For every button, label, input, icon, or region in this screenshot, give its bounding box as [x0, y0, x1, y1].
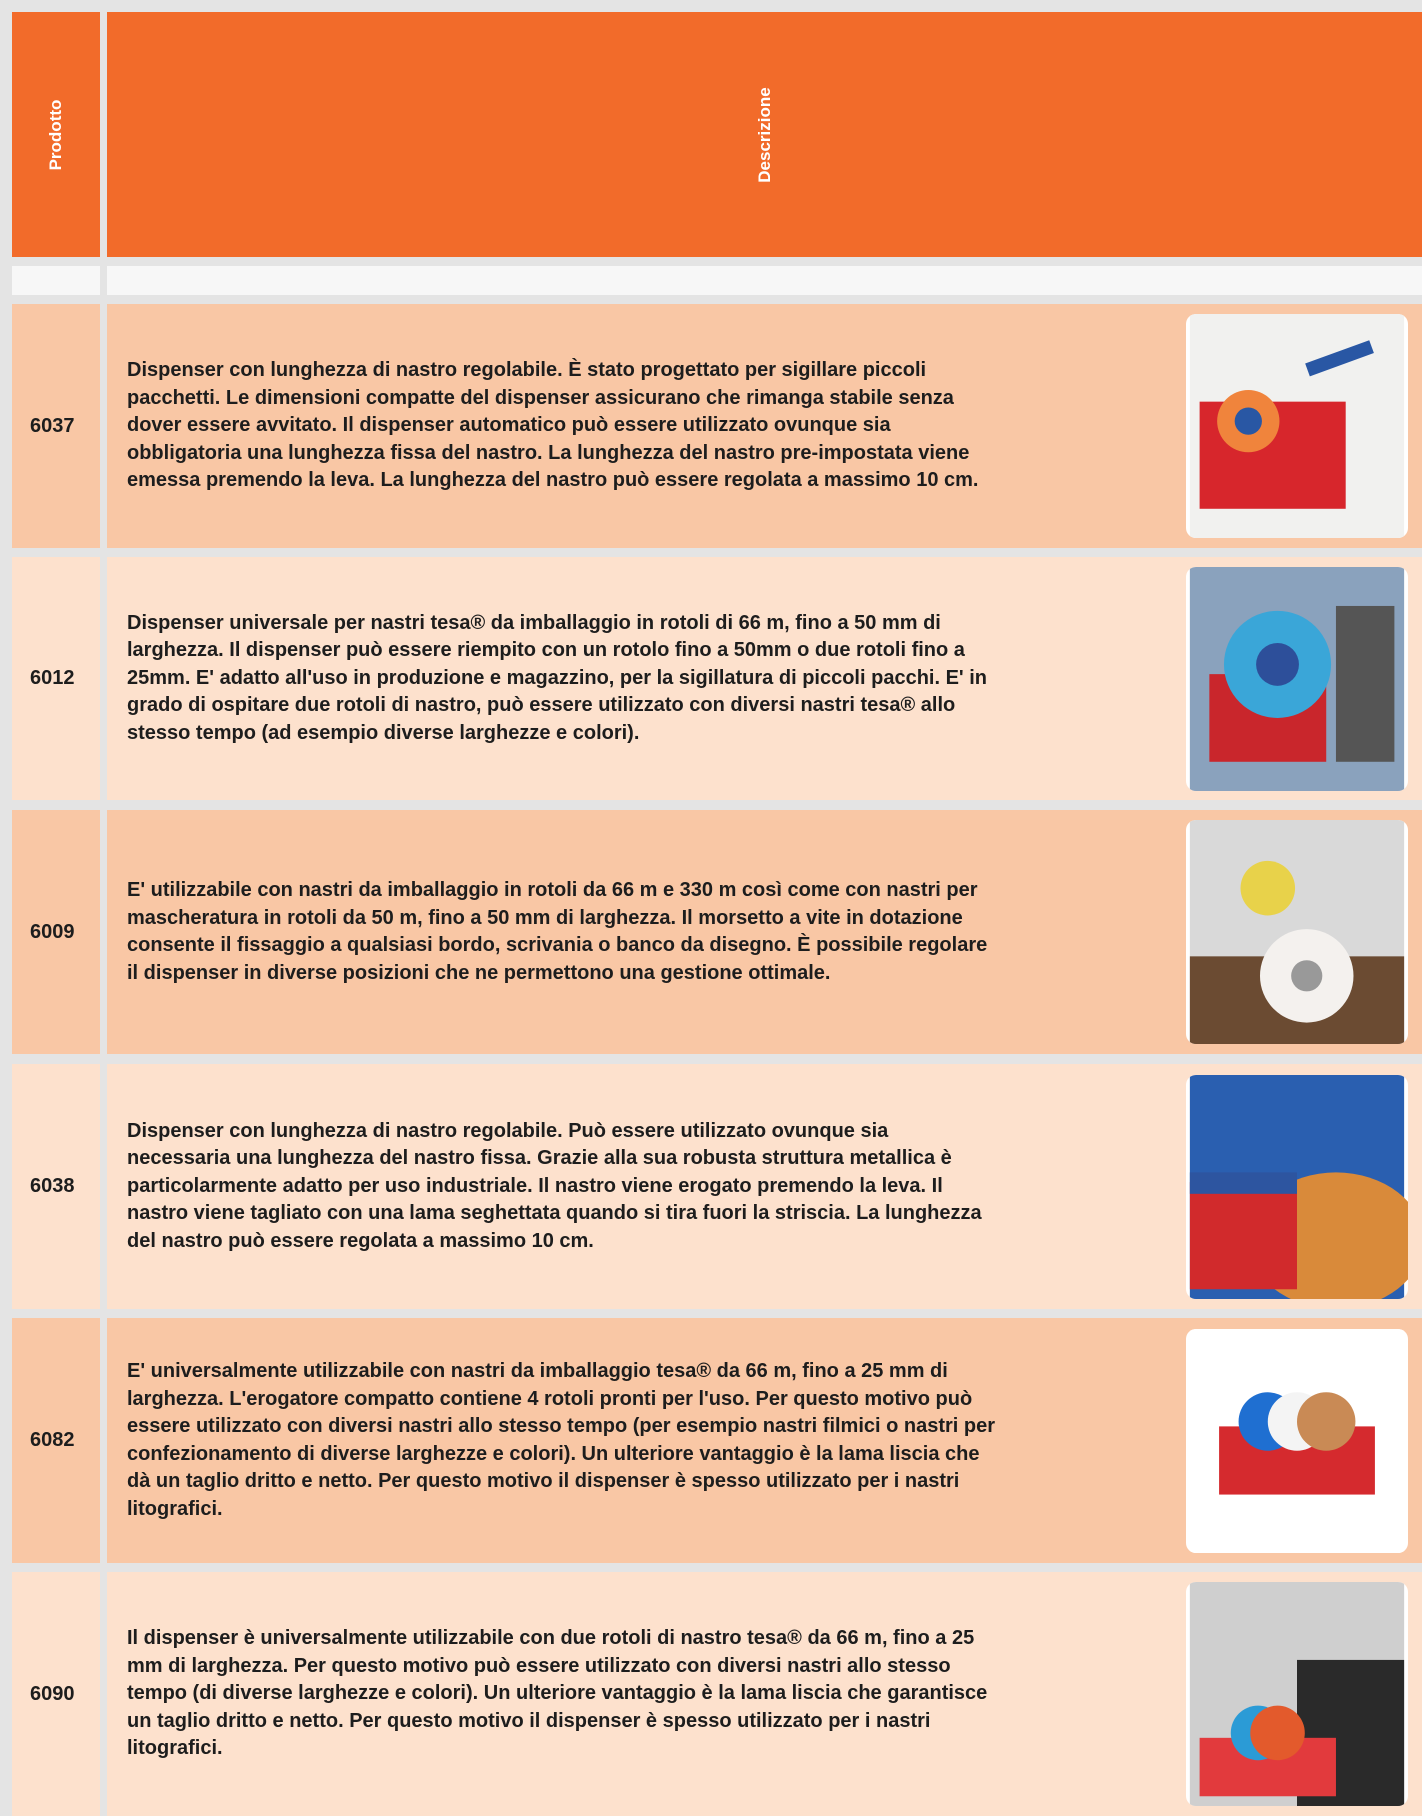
description-text: E' utilizzabile con nastri da imballaggi… — [127, 879, 988, 984]
code-cell: 6037 — [12, 304, 100, 548]
description-text: Dispenser con lunghezza di nastro regola… — [127, 1119, 982, 1252]
product-code: 6082 — [30, 1429, 75, 1451]
description-cell: Dispenser universale per nastri tesa® da… — [107, 557, 1422, 800]
product-photo — [1186, 566, 1408, 791]
code-cell: 6009 — [12, 810, 100, 1054]
code-cell: 6012 — [12, 557, 100, 800]
product-code: 6037 — [30, 414, 75, 437]
header-label: Descrizione — [754, 86, 774, 183]
code-cell: 6090 — [12, 1572, 100, 1816]
photo-illustration — [1189, 1074, 1408, 1299]
spacer-cell — [12, 266, 100, 295]
header-label: Prodotto — [46, 99, 65, 170]
product-code: 6038 — [30, 1175, 75, 1197]
photo-illustration — [1189, 566, 1405, 791]
description-cell: Dispenser con lunghezza di nastro regola… — [107, 1064, 1422, 1309]
header-cell: Descrizione — [107, 12, 1422, 257]
description-text: Dispenser con lunghezza di nastro regola… — [127, 359, 979, 492]
code-cell: 6038 — [12, 1064, 100, 1309]
header-cell: Prodotto — [12, 12, 100, 257]
code-cell: 6082 — [12, 1318, 100, 1563]
description-cell: Il dispenser è universalmente utilizzabi… — [107, 1572, 1422, 1816]
description-text: E' universalmente utilizzabile con nastr… — [127, 1360, 996, 1520]
product-code: 6012 — [30, 667, 75, 689]
photo-illustration — [1189, 314, 1405, 538]
product-code: 6009 — [30, 920, 75, 943]
product-code: 6090 — [30, 1682, 75, 1705]
photo-illustration — [1189, 1328, 1405, 1553]
description-cell: Dispenser con lunghezza di nastro regola… — [107, 304, 1422, 548]
description-text: Dispenser universale per nastri tesa® da… — [127, 611, 987, 744]
spacer-cell — [107, 266, 1422, 295]
product-photo — [1186, 314, 1408, 538]
product-photo — [1186, 1582, 1408, 1806]
description-cell: E' utilizzabile con nastri da imballaggi… — [107, 810, 1422, 1054]
product-photo — [1186, 1328, 1408, 1553]
description-cell: E' universalmente utilizzabile con nastr… — [107, 1318, 1422, 1563]
product-photo — [1186, 1074, 1408, 1299]
description-text: Il dispenser è universalmente utilizzabi… — [127, 1627, 988, 1760]
photo-illustration — [1189, 1582, 1405, 1806]
product-photo — [1186, 820, 1408, 1044]
photo-illustration — [1189, 820, 1405, 1044]
